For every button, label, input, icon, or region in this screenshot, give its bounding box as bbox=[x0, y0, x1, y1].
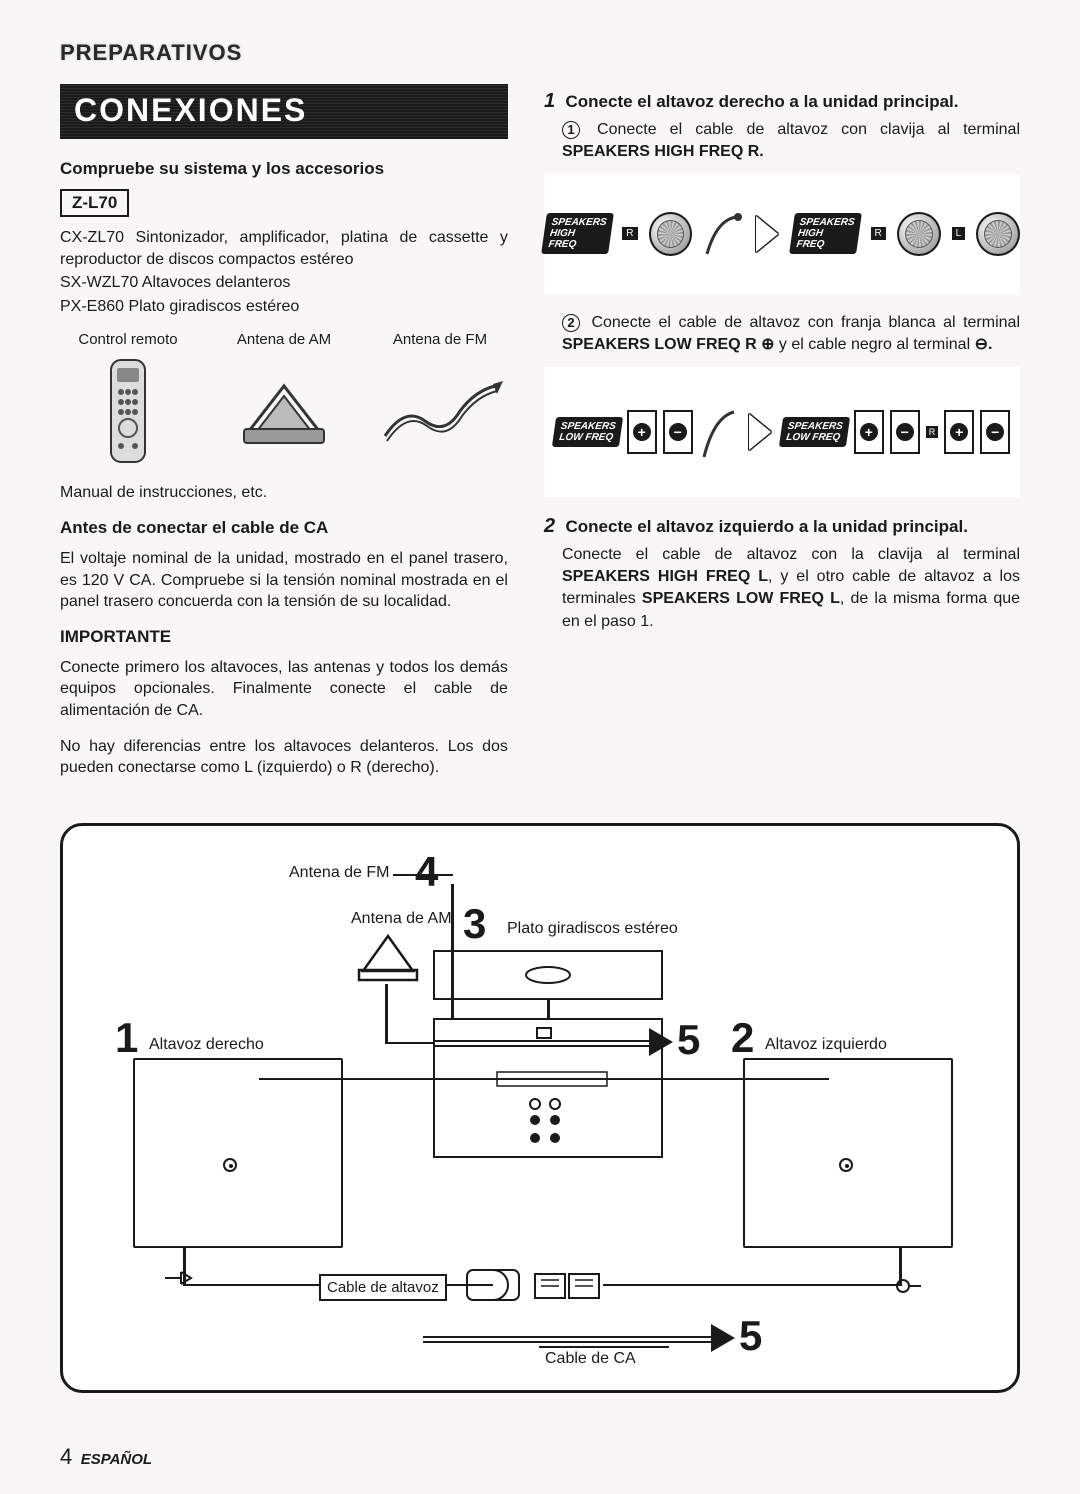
acc-remote-img bbox=[60, 356, 196, 466]
acc-remote-label: Control remoto bbox=[60, 331, 196, 348]
low-freq-diagram: SPEAKERSLOW FREQ + − SPEAKERSLOW FREQ + … bbox=[544, 367, 1020, 497]
d-fm-label: Antena de FM bbox=[287, 864, 392, 882]
step-2: 2 Conecte el altavoz izquierdo a la unid… bbox=[544, 515, 1020, 634]
d-n5b: 5 bbox=[739, 1312, 762, 1360]
step2-head: Conecte el altavoz izquierdo a la unidad… bbox=[566, 517, 968, 536]
d-right-speaker bbox=[133, 1058, 343, 1248]
step2-text: Conecte el cable de altavoz con la clavi… bbox=[562, 544, 1020, 634]
component-3: PX-E860 Plato giradiscos estéreo bbox=[60, 296, 508, 318]
knob-r2 bbox=[897, 212, 941, 256]
s2-b2: SPEAKERS LOW FREQ L bbox=[642, 590, 840, 607]
important-heading: IMPORTANTE bbox=[60, 627, 508, 647]
acc-am-img bbox=[216, 356, 352, 466]
step1-sub2-textb: y el cable negro al terminal bbox=[779, 336, 970, 353]
step1-num: 1 bbox=[544, 90, 555, 112]
d-turntable-label: Plato giradiscos estéreo bbox=[505, 920, 680, 938]
step1-sub2-bold: SPEAKERS LOW FREQ R ⊕ bbox=[562, 336, 775, 353]
component-2: SX-WZL70 Altavoces delanteros bbox=[60, 272, 508, 294]
acc-fm-label: Antena de FM bbox=[372, 331, 508, 348]
s2-b1: SPEAKERS HIGH FREQ L bbox=[562, 568, 768, 585]
d-n5a: 5 bbox=[677, 1016, 700, 1064]
panel-high-l: SPEAKERSHIGH FREQ bbox=[541, 213, 614, 254]
d-n2: 2 bbox=[731, 1014, 754, 1062]
step1-sub2-bold2: ⊖. bbox=[975, 336, 993, 353]
d-n4: 4 bbox=[415, 848, 438, 896]
d-spk-cable-box: Cable de altavoz bbox=[319, 1274, 447, 1301]
knob-l bbox=[976, 212, 1020, 256]
step1-sub1: 1 Conecte el cable de altavoz con clavij… bbox=[562, 119, 1020, 164]
step1-sub1-text: Conecte el cable de altavoz con clavija … bbox=[597, 121, 1020, 138]
before-text: El voltaje nominal de la unidad, mostrad… bbox=[60, 548, 508, 613]
panel-low-r: SPEAKERSLOW FREQ bbox=[779, 417, 850, 447]
accessories-row: Control remoto Antena de AM bbox=[60, 331, 508, 466]
manual-note: Manual de instrucciones, etc. bbox=[60, 482, 508, 504]
d-left-speaker bbox=[743, 1058, 953, 1248]
step-1: 1 Conecte el altavoz derecho a la unidad… bbox=[544, 90, 1020, 497]
d-right-spk-label: Altavoz derecho bbox=[147, 1036, 266, 1054]
step1-sub1-bold: SPEAKERS HIGH FREQ R. bbox=[562, 143, 764, 160]
d-n3: 3 bbox=[463, 900, 486, 948]
section-header: PREPARATIVOS bbox=[60, 40, 1020, 66]
arrow-icon-3 bbox=[711, 1324, 735, 1352]
page-language: ESPAÑOL bbox=[81, 1451, 152, 1468]
acc-am-label: Antena de AM bbox=[216, 331, 352, 348]
d-left-spk-label: Altavoz izquierdo bbox=[763, 1036, 889, 1054]
step2-num: 2 bbox=[544, 515, 555, 537]
check-heading: Compruebe su sistema y los accesorios bbox=[60, 159, 508, 179]
left-column: CONEXIONES Compruebe su sistema y los ac… bbox=[60, 84, 508, 793]
page-title: CONEXIONES bbox=[60, 84, 508, 139]
speaker-note: No hay diferencias entre los altavoces d… bbox=[60, 736, 508, 779]
panel-high-r: SPEAKERSHIGH FREQ bbox=[789, 213, 862, 254]
page-number: 4 bbox=[60, 1444, 72, 1469]
step1-sub2: 2 Conecte el cable de altavoz con franja… bbox=[562, 312, 1020, 357]
knob-r bbox=[649, 212, 693, 256]
component-1: CX-ZL70 Sintonizador, amplificador, plat… bbox=[60, 227, 508, 270]
d-n1: 1 bbox=[115, 1014, 138, 1062]
acc-fm-img bbox=[372, 356, 508, 466]
circ-2: 2 bbox=[562, 314, 580, 332]
acc-am: Antena de AM bbox=[216, 331, 352, 466]
page-footer: 4 ESPAÑOL bbox=[60, 1444, 152, 1470]
acc-fm: Antena de FM bbox=[372, 331, 508, 466]
connection-diagram: Antena de FM 4 Antena de AM 3 Plato gira… bbox=[60, 823, 1020, 1393]
important-text: Conecte primero los altavoces, las anten… bbox=[60, 657, 508, 722]
panel-low-l: SPEAKERSLOW FREQ bbox=[552, 417, 623, 447]
arrow-icon bbox=[649, 1028, 673, 1056]
model-box: Z-L70 bbox=[60, 189, 129, 217]
s2-a: Conecte el cable de altavoz con la clavi… bbox=[562, 546, 1020, 563]
before-heading: Antes de conectar el cable de CA bbox=[60, 518, 508, 538]
high-freq-diagram: SPEAKERSHIGH FREQ R SPEAKERSHIGH FREQ R … bbox=[544, 174, 1020, 294]
step1-sub2-texta: Conecte el cable de altavoz con franja b… bbox=[591, 314, 1020, 331]
step1-head: Conecte el altavoz derecho a la unidad p… bbox=[566, 92, 959, 111]
right-column: 1 Conecte el altavoz derecho a la unidad… bbox=[544, 84, 1020, 793]
arrow-icon bbox=[756, 216, 778, 252]
acc-remote: Control remoto bbox=[60, 331, 196, 466]
d-ac-cable-label: Cable de CA bbox=[543, 1350, 638, 1368]
two-column-layout: CONEXIONES Compruebe su sistema y los ac… bbox=[60, 84, 1020, 793]
arrow-icon-2 bbox=[749, 414, 771, 450]
circ-1: 1 bbox=[562, 121, 580, 139]
